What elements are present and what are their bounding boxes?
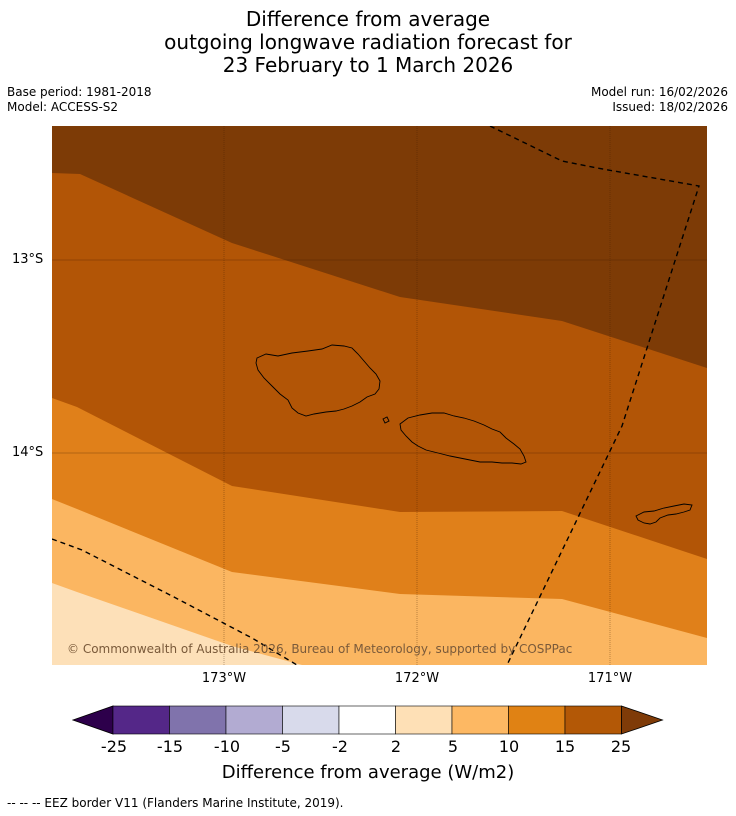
colorbar-tick: -5 <box>275 737 291 756</box>
lat-label-14s: 14°S <box>12 445 44 460</box>
eez-footnote: -- -- -- EEZ border V11 (Flanders Marine… <box>7 796 344 810</box>
colorbar-tick: 10 <box>498 737 520 756</box>
lon-label-172w: 172°W <box>394 671 440 686</box>
issued-date: Issued: 18/02/2026 <box>612 100 728 114</box>
model-run: Model run: 16/02/2026 <box>590 85 728 99</box>
colorbar-extend-low <box>72 705 114 735</box>
eez-borders <box>52 126 700 665</box>
colorbar-segment <box>338 705 396 735</box>
base-period: Base period: 1981-2018 <box>7 85 152 99</box>
colorbar-segment <box>451 705 509 735</box>
colorbar-tick: 15 <box>554 737 576 756</box>
meta-left: Base period: 1981-2018 Model: ACCESS-S2 <box>7 85 152 115</box>
colorbar-extend-high <box>621 705 664 735</box>
colorbar-segment <box>225 705 283 735</box>
graticule <box>52 126 707 665</box>
title-line-2: outgoing longwave radiation forecast for <box>164 30 572 54</box>
island-tutuila <box>635 503 693 525</box>
lon-label-173w: 173°W <box>201 671 247 686</box>
model-name: Model: ACCESS-S2 <box>7 100 119 114</box>
eez-border-east <box>489 126 700 665</box>
zone-low <box>52 499 707 665</box>
title-line-1: Difference from average <box>245 7 491 31</box>
colorbar-tick: -25 <box>100 737 128 756</box>
lon-label-171w: 171°W <box>587 671 633 686</box>
chart-title: Difference from average outgoing longwav… <box>0 8 736 77</box>
colorbar-tick: -2 <box>332 737 348 756</box>
zone-very-low <box>52 583 302 665</box>
colorbar-segment <box>169 705 227 735</box>
lat-label-13s: 13°S <box>12 252 44 267</box>
colorbar-label: Difference from average (W/m2) <box>221 762 515 783</box>
island-savaii <box>255 344 381 417</box>
colorbar-tick: 25 <box>610 737 632 756</box>
forecast-map: © Commonwealth of Australia 2026, Bureau… <box>52 126 707 665</box>
colorbar-tick: -15 <box>156 737 184 756</box>
island-manono <box>382 416 390 424</box>
island-outlines <box>255 344 693 525</box>
title-line-3: 23 February to 1 March 2026 <box>222 53 514 77</box>
colorbar-segment <box>395 705 453 735</box>
colorbar-segment <box>112 705 170 735</box>
meta-right: Model run: 16/02/2026 Issued: 18/02/2026 <box>591 85 728 115</box>
colorbar-tick: 2 <box>390 737 402 756</box>
copyright-notice: © Commonwealth of Australia 2026, Bureau… <box>67 642 572 656</box>
eez-border-southwest <box>52 538 298 665</box>
island-upolu <box>399 412 527 465</box>
colorbar-segment <box>508 705 566 735</box>
colorbar-segment <box>282 705 340 735</box>
colorbar-tick: 5 <box>447 737 459 756</box>
colorbar-segment <box>564 705 622 735</box>
colorbar <box>72 705 664 735</box>
colorbar-tick: -10 <box>213 737 241 756</box>
